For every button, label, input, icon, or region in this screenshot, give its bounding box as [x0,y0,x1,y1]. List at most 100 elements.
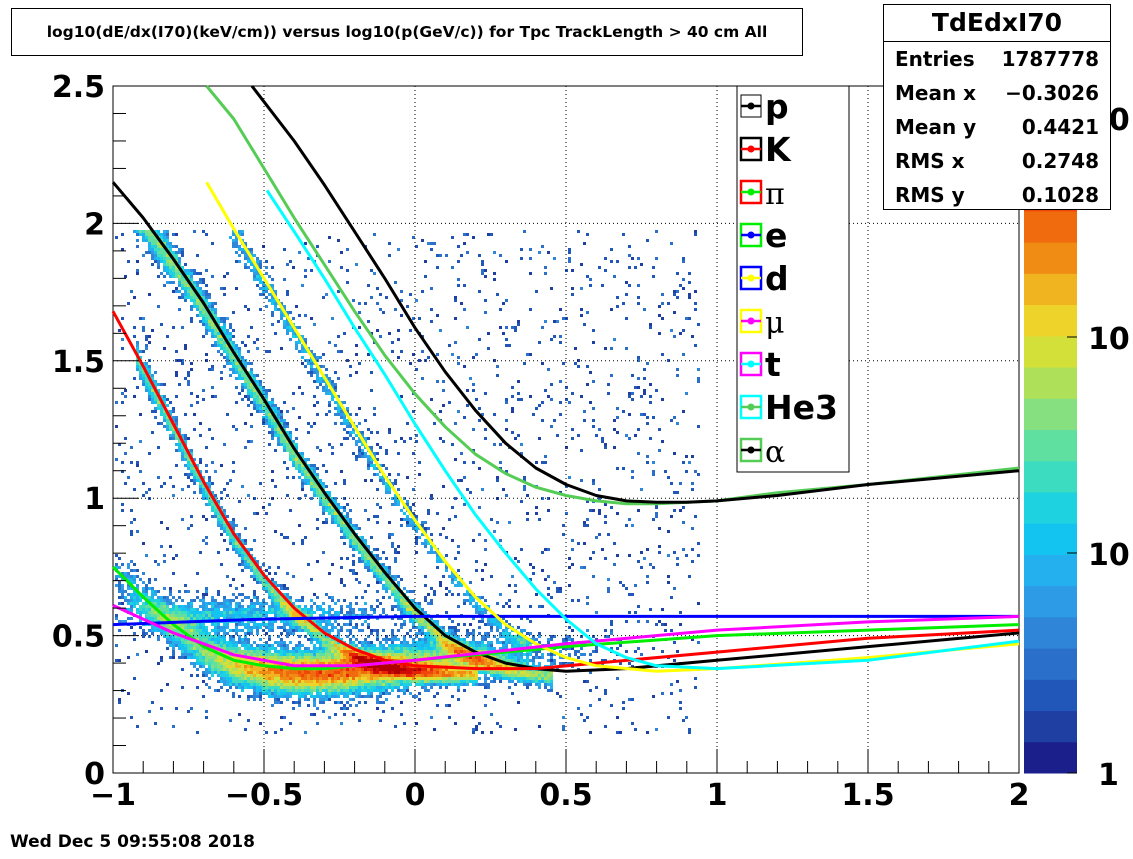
heatmap-cell [220,647,223,650]
heatmap-cell [184,296,187,299]
heatmap-cell [346,686,349,689]
heatmap-cell [313,638,316,641]
heatmap-cell [277,680,280,683]
heatmap-cell [334,515,337,518]
heatmap-cell [412,608,415,611]
heatmap-cell [202,626,205,629]
heatmap-cell [370,695,373,698]
heatmap-cell [370,296,373,299]
heatmap-cell [289,434,292,437]
heatmap-cell [364,689,367,692]
heatmap-cell [298,704,301,707]
heatmap-cell [307,662,310,665]
heatmap-cell [205,617,208,620]
heatmap-cell [211,320,214,323]
heatmap-cell [376,581,379,584]
heatmap-cell [151,620,154,623]
heatmap-cell [301,599,304,602]
heatmap-cell [196,662,199,665]
heatmap-cell [376,653,379,656]
heatmap-cell [400,656,403,659]
heatmap-cell [205,674,208,677]
heatmap-cell [316,692,319,695]
heatmap-cell [226,413,229,416]
heatmap-cell [283,305,286,308]
heatmap-cell [361,695,364,698]
heatmap-cell [211,242,214,245]
heatmap-cell [250,368,253,371]
heatmap-cell [343,650,346,653]
heatmap-cell [226,494,229,497]
heatmap-cell [340,701,343,704]
heatmap-cell [355,689,358,692]
heatmap-cell [253,683,256,686]
heatmap-cell [382,680,385,683]
heatmap-cell [187,458,190,461]
heatmap-cell [340,350,343,353]
heatmap-cell [229,602,232,605]
heatmap-cell [379,572,382,575]
heatmap-cell [433,647,436,650]
heatmap-cell [319,671,322,674]
heatmap-cell [268,656,271,659]
heatmap-cell [247,623,250,626]
heatmap-cell [283,320,286,323]
heatmap-cell [352,659,355,662]
heatmap-cell [331,647,334,650]
heatmap-cell [346,692,349,695]
heatmap-cell [406,500,409,503]
heatmap-cell [196,596,199,599]
heatmap-cell [253,665,256,668]
heatmap-cell [121,392,124,395]
heatmap-cell [193,482,196,485]
heatmap-cell [235,551,238,554]
heatmap-cell [253,278,256,281]
heatmap-cell [319,500,322,503]
heatmap-cell [259,572,262,575]
heatmap-cell [250,602,253,605]
heatmap-cell [148,383,151,386]
heatmap-cell [241,551,244,554]
heatmap-cell [343,527,346,530]
heatmap-cell [193,614,196,617]
heatmap-cell [259,674,262,677]
heatmap-cell [301,653,304,656]
heatmap-cell [118,575,121,578]
heatmap-cell [151,374,154,377]
heatmap-cell [313,671,316,674]
heatmap-cell [340,659,343,662]
heatmap-cell [259,293,262,296]
heatmap-cell [118,698,121,701]
heatmap-cell [253,611,256,614]
heatmap-cell [256,596,259,599]
heatmap-cell [202,650,205,653]
heatmap-cell [244,305,247,308]
heatmap-cell [307,653,310,656]
heatmap-cell [313,635,316,638]
heatmap-cell [235,668,238,671]
heatmap-cell [166,596,169,599]
heatmap-cell [202,323,205,326]
heatmap-cell [190,608,193,611]
heatmap-cell [229,686,232,689]
heatmap-cell [343,659,346,662]
heatmap-cell [139,440,142,443]
heatmap-cell [259,308,262,311]
heatmap-cell [196,272,199,275]
heatmap-cell [430,242,433,245]
heatmap-cell [145,230,148,233]
heatmap-cell [172,557,175,560]
heatmap-cell [328,608,331,611]
heatmap-cell [310,374,313,377]
heatmap-cell [265,413,268,416]
heatmap-cell [289,626,292,629]
heatmap-cell [211,482,214,485]
heatmap-cell [325,659,328,662]
heatmap-cell [439,677,442,680]
heatmap-cell [163,416,166,419]
heatmap-cell [343,704,346,707]
heatmap-cell [157,254,160,257]
heatmap-cell [388,332,391,335]
heatmap-cell [148,293,151,296]
heatmap-cell [223,644,226,647]
